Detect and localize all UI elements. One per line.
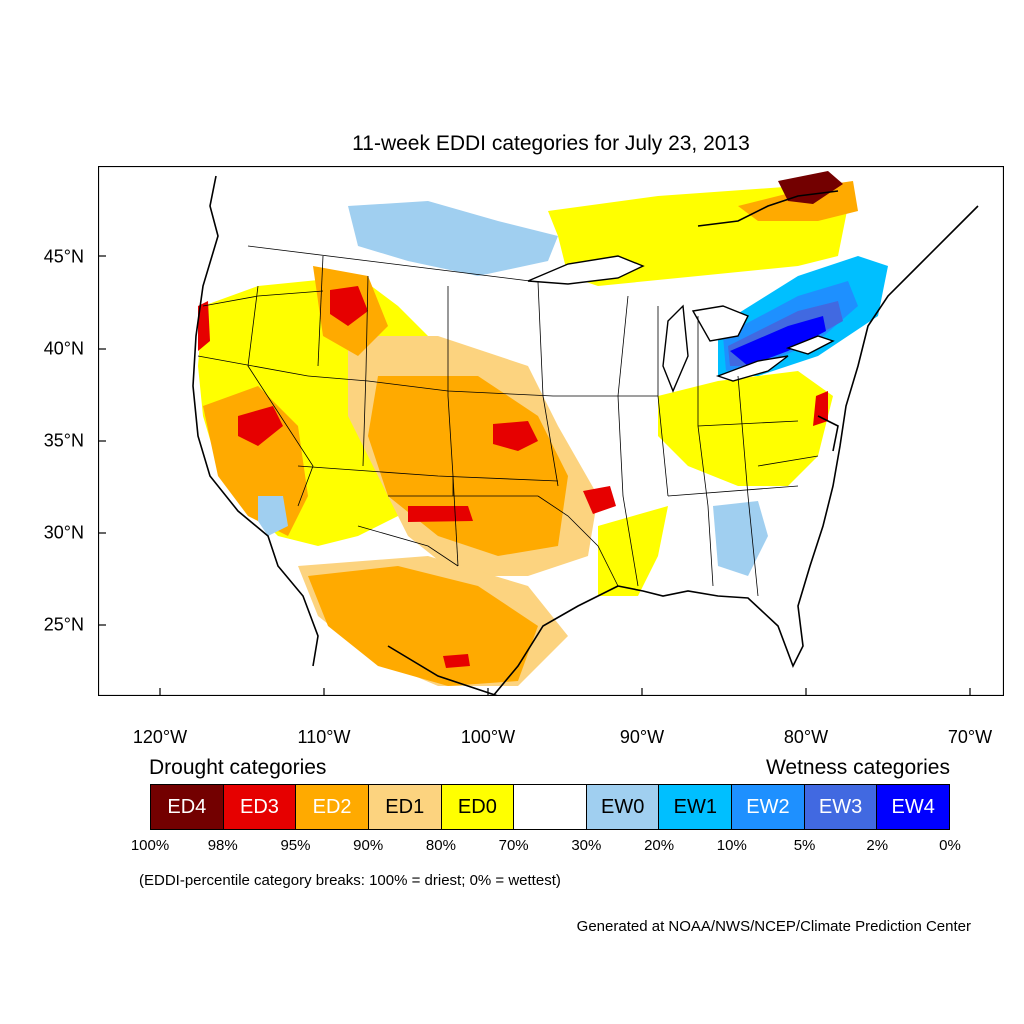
legend-swatch-ew1: EW1 — [659, 785, 733, 829]
drought-heading: Drought categories — [149, 756, 327, 779]
region-ed3-ok — [408, 506, 473, 522]
great-lakes — [527, 255, 835, 393]
lon-label-80: 80°W — [783, 727, 829, 747]
legend-swatch-ew0: EW0 — [586, 785, 660, 829]
legend-swatch-neutral — [514, 785, 587, 829]
legend-break-label: 5% — [793, 837, 816, 854]
region-ew0-arizona — [258, 496, 288, 536]
region-ed3-texas — [443, 654, 470, 668]
legend-note: (EDDI-percentile category breaks: 100% =… — [139, 872, 561, 889]
legend-break-label: 80% — [425, 837, 456, 854]
legend-break-label: 98% — [207, 837, 238, 854]
region-ed3-arkansas — [583, 486, 616, 514]
legend-swatch-ed0: ED0 — [441, 785, 515, 829]
legend-swatch-ed4: ED4 — [151, 785, 224, 829]
legend-break-label: 20% — [644, 837, 675, 854]
legend-break-label: 90% — [353, 837, 384, 854]
lon-label-90: 90°W — [619, 727, 665, 747]
map-ticks — [98, 255, 971, 696]
lon-label-100: 100°W — [460, 727, 516, 747]
credit-line: Generated at NOAA/NWS/NCEP/Climate Predi… — [576, 918, 971, 935]
region-ew0-north — [348, 201, 558, 276]
map-title: 11-week EDDI categories for July 23, 201… — [352, 132, 750, 155]
wetness-heading: Wetness categories — [765, 756, 950, 779]
legend-break-label: 0% — [939, 837, 961, 854]
lat-label-45: 45°N — [43, 246, 84, 267]
legend-break-label: 100% — [130, 837, 170, 854]
legend-swatch-ew2: EW2 — [732, 785, 805, 829]
legend-break-label: 2% — [866, 837, 889, 854]
lat-label-35: 35°N — [43, 430, 84, 451]
eddi-map — [98, 166, 1004, 696]
legend-swatch-ed2: ED2 — [296, 785, 369, 829]
legend-break-label: 30% — [571, 837, 602, 854]
lon-label-120: 120°W — [132, 727, 188, 747]
legend-color-bar: ED4 ED3 ED2 ED1 ED0 EW0 EW1 EW2 EW3 EW4 — [150, 784, 950, 830]
legend-break-label: 70% — [498, 837, 529, 854]
lon-label-70: 70°W — [947, 727, 993, 747]
category-regions — [198, 171, 888, 686]
lat-label-25: 25°N — [43, 614, 84, 635]
legend-break-label: 10% — [716, 837, 747, 854]
legend-swatch-ew4: EW4 — [877, 785, 950, 829]
legend-swatch-ed1: ED1 — [368, 785, 442, 829]
region-ed2-texas — [308, 566, 538, 686]
region-ed4-canada — [778, 171, 843, 204]
region-ew4-lakes — [730, 316, 826, 366]
region-ed3-ne — [813, 391, 828, 426]
map-border — [98, 166, 1004, 696]
state-boundaries — [197, 245, 819, 597]
region-ed3-montana — [330, 286, 368, 326]
region-ed3-kansas — [493, 421, 538, 451]
region-ed3-nevada — [238, 406, 283, 446]
legend-swatch-ed3: ED3 — [223, 785, 297, 829]
legend-break-label: 95% — [280, 837, 311, 854]
lat-label-30: 30°N — [43, 522, 84, 543]
lon-label-110: 110°W — [297, 727, 351, 747]
region-ed0-south — [598, 506, 668, 596]
coastlines — [192, 175, 979, 696]
legend-swatch-ew3: EW3 — [804, 785, 878, 829]
lat-label-40: 40°N — [43, 338, 84, 359]
region-ed3-coast — [198, 301, 210, 351]
